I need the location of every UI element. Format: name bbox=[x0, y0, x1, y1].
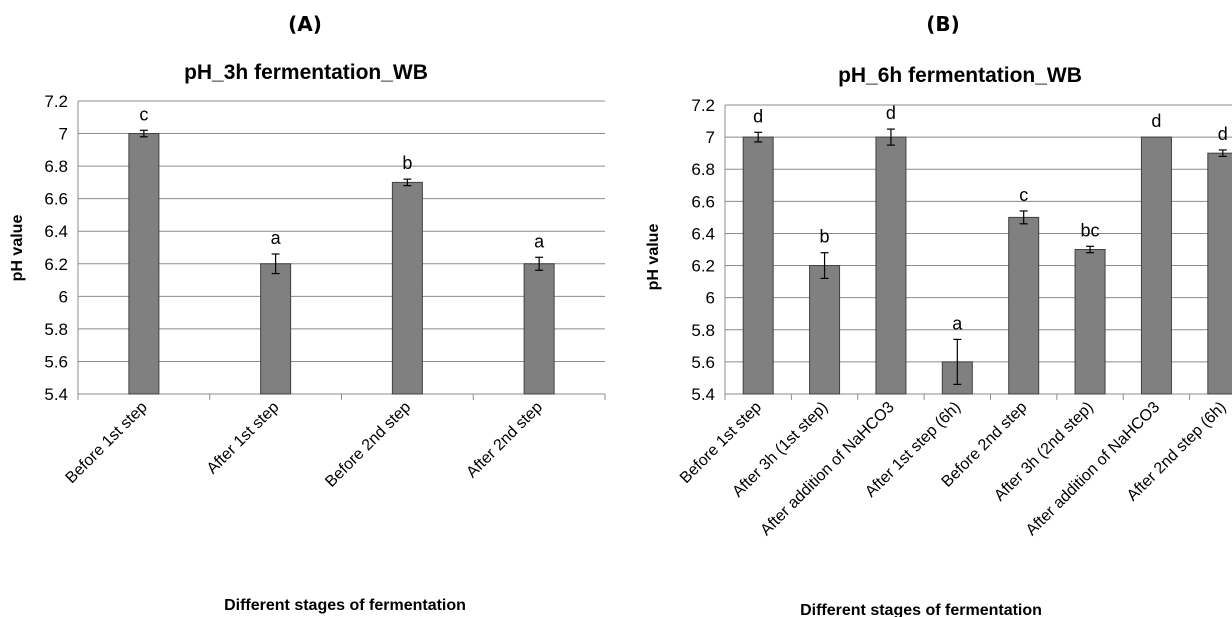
y-tick-label-b: 6.4 bbox=[691, 224, 715, 243]
plot-area-a: 5.4 5.6 5.8 6 6.2 6.4 6.6 6.8 7 7.2 c Before 1st st… bbox=[44, 92, 606, 491]
y-tick-label-a: 6.2 bbox=[44, 255, 68, 274]
y-tick-label-a: 5.6 bbox=[44, 352, 68, 371]
chart-a-svg: (A) pH_3h fermentation_WB pH value Diffe… bbox=[9, 12, 606, 614]
y-tick-label-a: 6.8 bbox=[44, 157, 68, 176]
significance-label-b: d bbox=[753, 106, 763, 126]
panel-label-b: (B) bbox=[926, 12, 960, 36]
bar-b bbox=[1074, 249, 1106, 395]
x-category-label-b: After addition of NaHCO3 bbox=[757, 399, 897, 539]
x-axis-title-a: Different stages of fermentation bbox=[224, 597, 466, 614]
bar-a bbox=[391, 181, 423, 395]
x-category-label-a: After 1st step bbox=[204, 399, 283, 478]
significance-label-a: c bbox=[139, 104, 148, 124]
x-category-label-a: Before 1st step bbox=[63, 399, 151, 487]
bar-a bbox=[523, 263, 555, 395]
significance-label-b: d bbox=[1151, 111, 1161, 131]
x-category-label-a: After 2nd step bbox=[463, 399, 546, 482]
bar-a bbox=[128, 133, 160, 395]
y-tick-label-a: 5.8 bbox=[44, 320, 68, 339]
bar-a bbox=[260, 263, 292, 395]
bar-b bbox=[809, 265, 841, 395]
y-axis-title-b: pH value bbox=[645, 224, 662, 291]
y-tick-label-b: 5.8 bbox=[691, 321, 715, 340]
significance-label-b: bc bbox=[1081, 220, 1100, 240]
bar-b bbox=[1140, 136, 1172, 395]
x-category-label-a: Before 2nd step bbox=[322, 399, 414, 491]
y-tick-label-b: 6.2 bbox=[691, 257, 715, 276]
significance-label-b: b bbox=[820, 227, 830, 247]
y-tick-label-a: 5.4 bbox=[44, 385, 68, 404]
bar-b bbox=[742, 136, 774, 395]
significance-label-b: c bbox=[1019, 185, 1028, 205]
chart-title-a: pH_3h fermentation_WB bbox=[184, 61, 428, 84]
y-tick-label-a: 7 bbox=[59, 125, 68, 144]
chart-title-b: pH_6h fermentation_WB bbox=[838, 64, 1082, 87]
bar-b bbox=[1008, 216, 1040, 395]
significance-label-a: a bbox=[534, 231, 545, 251]
bar-b bbox=[1207, 152, 1232, 395]
y-tick-label-b: 5.4 bbox=[691, 385, 715, 404]
y-tick-label-b: 5.6 bbox=[691, 353, 715, 372]
y-axis-title-a: pH value bbox=[9, 215, 26, 282]
panel-label-a: (A) bbox=[288, 12, 322, 36]
significance-label-b: d bbox=[1218, 124, 1228, 144]
chart-panel-b: (B) pH_6h fermentation_WB pH value Diffe… bbox=[616, 0, 1232, 617]
y-tick-label-b: 6 bbox=[706, 289, 715, 308]
y-tick-label-b: 7 bbox=[706, 128, 715, 147]
y-tick-label-b: 6.6 bbox=[691, 192, 715, 211]
y-tick-label-a: 6.6 bbox=[44, 190, 68, 209]
x-axis-title-b: Different stages of fermentation bbox=[800, 602, 1042, 617]
bar-b bbox=[875, 136, 907, 395]
y-tick-label-a: 6.4 bbox=[44, 222, 68, 241]
x-category-label-b: After addition of NaHCO3 bbox=[1023, 399, 1163, 539]
y-tick-label-a: 7.2 bbox=[44, 92, 68, 111]
chart-b-svg: (B) pH_6h fermentation_WB pH value Diffe… bbox=[645, 12, 1232, 617]
significance-label-b: d bbox=[886, 103, 896, 123]
chart-panel-a: (A) pH_3h fermentation_WB pH value Diffe… bbox=[9, 12, 606, 614]
significance-label-b: a bbox=[952, 313, 963, 333]
significance-label-a: a bbox=[271, 228, 282, 248]
significance-label-a: b bbox=[402, 153, 412, 173]
y-tick-label-b: 7.2 bbox=[691, 96, 715, 115]
y-tick-label-b: 6.8 bbox=[691, 160, 715, 179]
y-tick-label-a: 6 bbox=[59, 287, 68, 306]
